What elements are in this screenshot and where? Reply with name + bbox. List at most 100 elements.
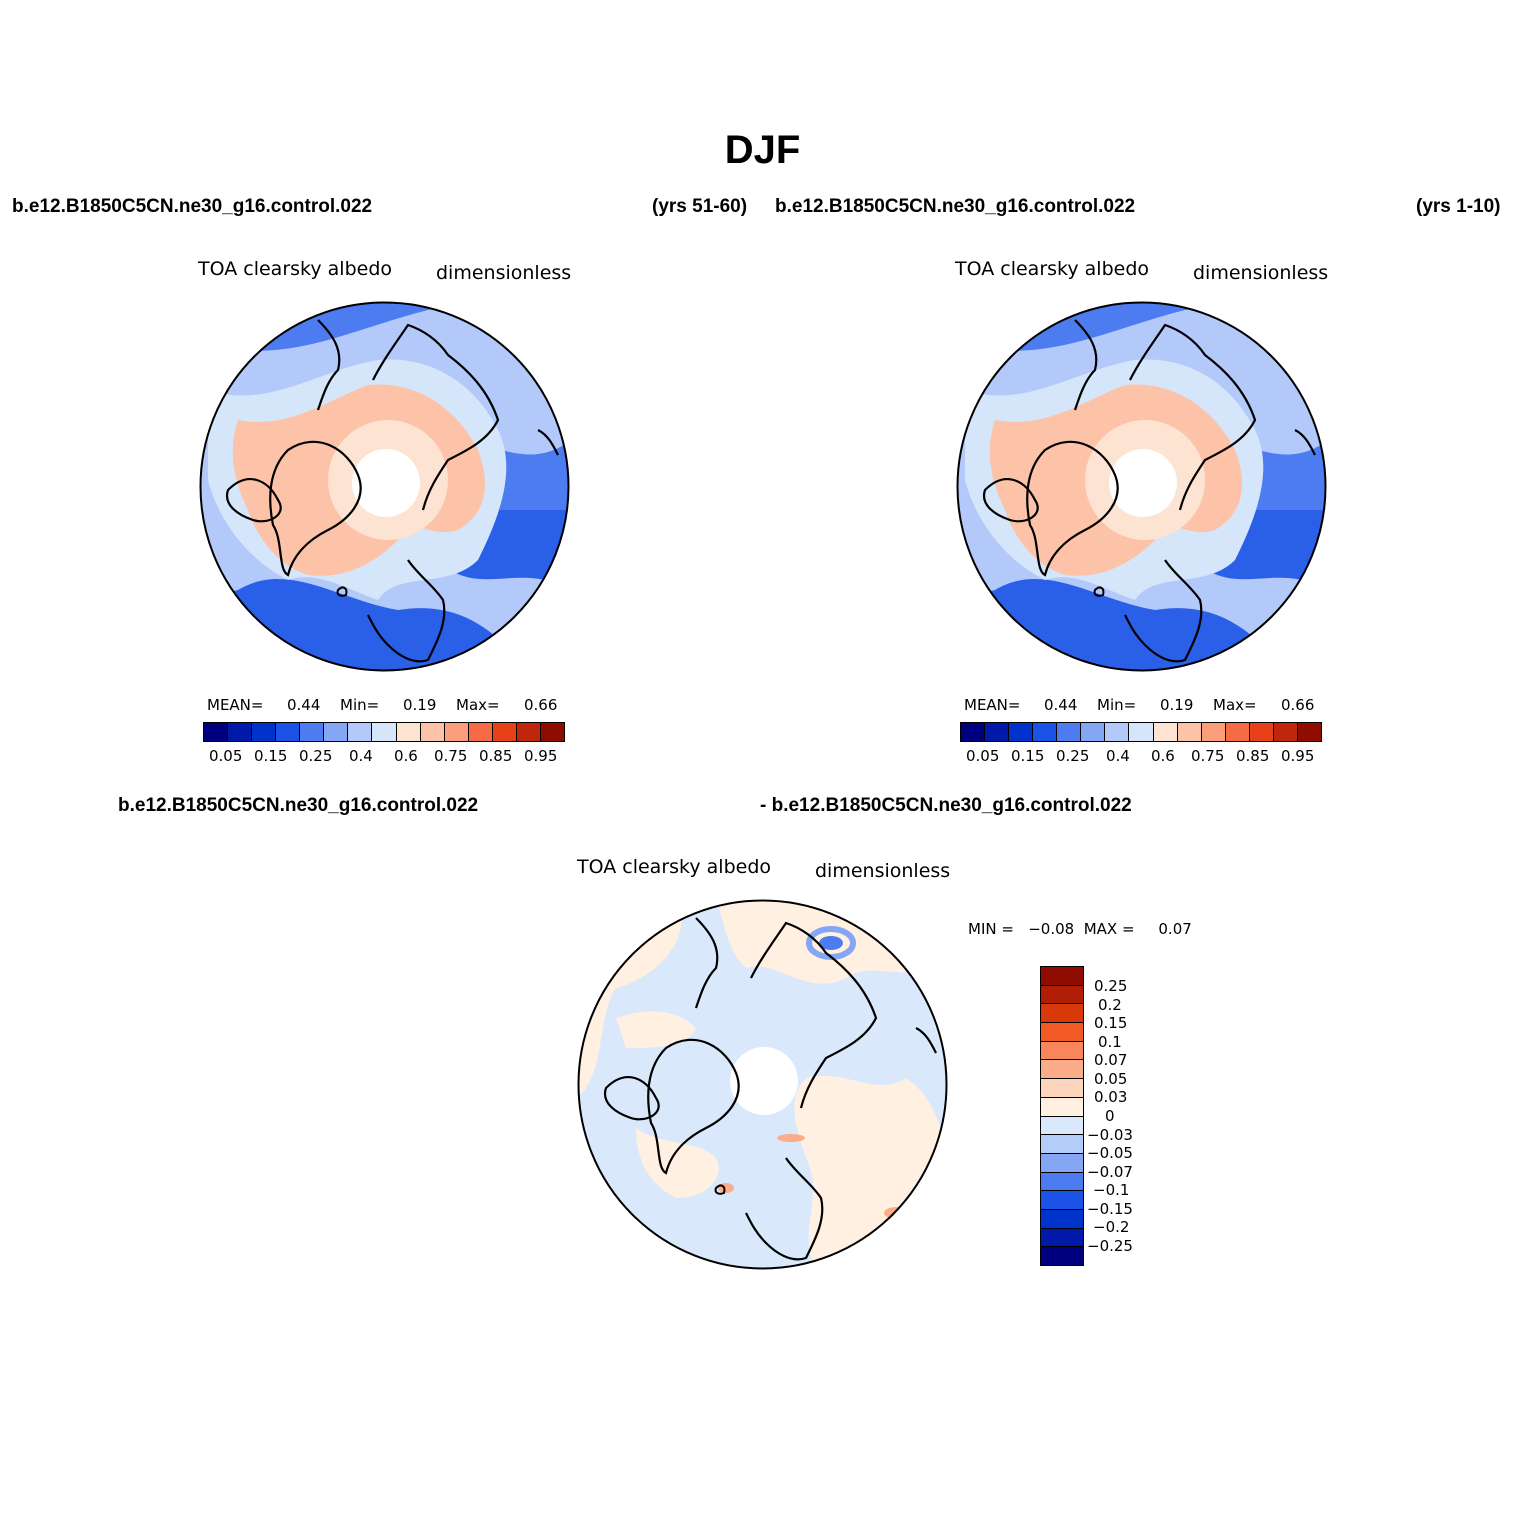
colorbar-swatch (348, 723, 373, 741)
colorbar-swatch (516, 723, 541, 741)
panel3-tick: −0.03 (1087, 1126, 1133, 1144)
colorbar-swatch (1041, 1135, 1083, 1154)
colorbar-swatch (492, 723, 517, 741)
panel1-max-value: 0.66 (524, 696, 558, 714)
colorbar-swatch (961, 723, 986, 741)
panel3-tick: 0.2 (1098, 996, 1122, 1014)
panel3-tick: 0.25 (1094, 977, 1128, 995)
panel1-tick: 0.85 (479, 747, 513, 765)
colorbar-swatch (1057, 723, 1082, 741)
panel2-max-value: 0.66 (1281, 696, 1315, 714)
panel1-mean-value: 0.44 (287, 696, 321, 714)
panel3-tick: −0.1 (1093, 1181, 1130, 1199)
colorbar-swatch (1041, 1097, 1083, 1117)
colorbar-swatch (1041, 1209, 1083, 1229)
panel1-units: dimensionless (436, 262, 572, 284)
panel3-tick: −0.05 (1087, 1144, 1133, 1162)
panel2-colorbar (960, 722, 1322, 742)
panel3-tick: −0.15 (1087, 1200, 1133, 1218)
panel3-tick: 0.07 (1094, 1051, 1128, 1069)
colorbar-swatch (420, 723, 445, 741)
panel3-tick: −0.25 (1087, 1237, 1133, 1255)
panel3-tick: −0.2 (1093, 1218, 1130, 1236)
colorbar-swatch (1081, 723, 1106, 741)
panel3-variable: TOA clearsky albedo (577, 856, 771, 878)
panel3-colorbar (1040, 966, 1084, 1266)
panel3-tick: −0.07 (1087, 1163, 1133, 1181)
panel2-tick: 0.95 (1281, 747, 1315, 765)
colorbar-swatch (1041, 1060, 1083, 1080)
colorbar-swatch (1041, 1172, 1083, 1192)
panel3-tick: 0.1 (1098, 1033, 1122, 1051)
colorbar-swatch (1041, 985, 1083, 1005)
colorbar-swatch (1297, 723, 1321, 741)
colorbar-swatch (1041, 1079, 1083, 1098)
panel2-tick: 0.85 (1236, 747, 1270, 765)
panel3-minmax: MIN = −0.08 MAX = 0.07 (968, 920, 1192, 938)
panel2-tick: 0.05 (966, 747, 1000, 765)
colorbar-swatch (1249, 723, 1274, 741)
colorbar-swatch (1225, 723, 1250, 741)
panel3-polar-map (577, 899, 948, 1270)
colorbar-swatch (1041, 1041, 1083, 1061)
colorbar-swatch (1041, 1023, 1083, 1042)
colorbar-swatch (1177, 723, 1202, 741)
colorbar-swatch (1041, 1228, 1083, 1248)
panel1-tick: 0.75 (434, 747, 468, 765)
panel1-variable: TOA clearsky albedo (198, 258, 392, 280)
colorbar-swatch (468, 723, 493, 741)
colorbar-swatch (1041, 1004, 1083, 1024)
colorbar-swatch (1105, 723, 1130, 741)
panel2-max-label: Max= (1213, 696, 1257, 714)
panel2-min-label: Min= (1097, 696, 1137, 714)
panel2-tick: 0.15 (1011, 747, 1045, 765)
panel1-tick: 0.95 (524, 747, 558, 765)
colorbar-swatch (1153, 723, 1178, 741)
colorbar-swatch (985, 723, 1010, 741)
panel3-tick: 0.05 (1094, 1070, 1128, 1088)
panel1-min-label: Min= (340, 696, 380, 714)
panel2-years: (yrs 1-10) (1416, 196, 1501, 217)
panel3-tick: 0.03 (1094, 1088, 1128, 1106)
panel2-polar-map (956, 301, 1327, 672)
colorbar-swatch (372, 723, 397, 741)
panel2-tick: 0.25 (1056, 747, 1090, 765)
panel1-tick: 0.05 (209, 747, 243, 765)
panel1-min-value: 0.19 (403, 696, 437, 714)
panel1-tick: 0.4 (349, 747, 373, 765)
panel2-mean-label: MEAN= (964, 696, 1021, 714)
colorbar-swatch (1041, 1116, 1083, 1136)
colorbar-swatch (228, 723, 253, 741)
colorbar-swatch (396, 723, 421, 741)
panel2-case-name: b.e12.B1850C5CN.ne30_g16.control.022 (775, 196, 1136, 217)
colorbar-swatch (300, 723, 325, 741)
panel2-min-value: 0.19 (1160, 696, 1194, 714)
panel3-units: dimensionless (815, 860, 951, 882)
colorbar-swatch (1041, 1191, 1083, 1210)
panel1-max-label: Max= (456, 696, 500, 714)
panel1-tick: 0.15 (254, 747, 288, 765)
colorbar-swatch (252, 723, 277, 741)
colorbar-swatch (276, 723, 301, 741)
colorbar-swatch (1009, 723, 1034, 741)
colorbar-swatch (1041, 967, 1083, 986)
colorbar-swatch (1273, 723, 1298, 741)
panel3-tick: 0.15 (1094, 1014, 1128, 1032)
panel1-years: (yrs 51-60) (652, 196, 748, 217)
panel2-units: dimensionless (1193, 262, 1329, 284)
colorbar-swatch (1041, 1153, 1083, 1173)
colorbar-swatch (204, 723, 229, 741)
figure-title: DJF (724, 128, 801, 172)
panel1-polar-map (199, 301, 570, 672)
colorbar-swatch (1041, 1247, 1083, 1265)
panel2-variable: TOA clearsky albedo (955, 258, 1149, 280)
colorbar-swatch (324, 723, 349, 741)
colorbar-swatch (540, 723, 564, 741)
panel1-tick: 0.25 (299, 747, 333, 765)
panel3-case-right: - b.e12.B1850C5CN.ne30_g16.control.022 (760, 795, 1132, 816)
panel1-tick: 0.6 (394, 747, 418, 765)
colorbar-swatch (1033, 723, 1058, 741)
colorbar-swatch (1201, 723, 1226, 741)
panel1-case-name: b.e12.B1850C5CN.ne30_g16.control.022 (12, 196, 373, 217)
panel2-mean-value: 0.44 (1044, 696, 1078, 714)
